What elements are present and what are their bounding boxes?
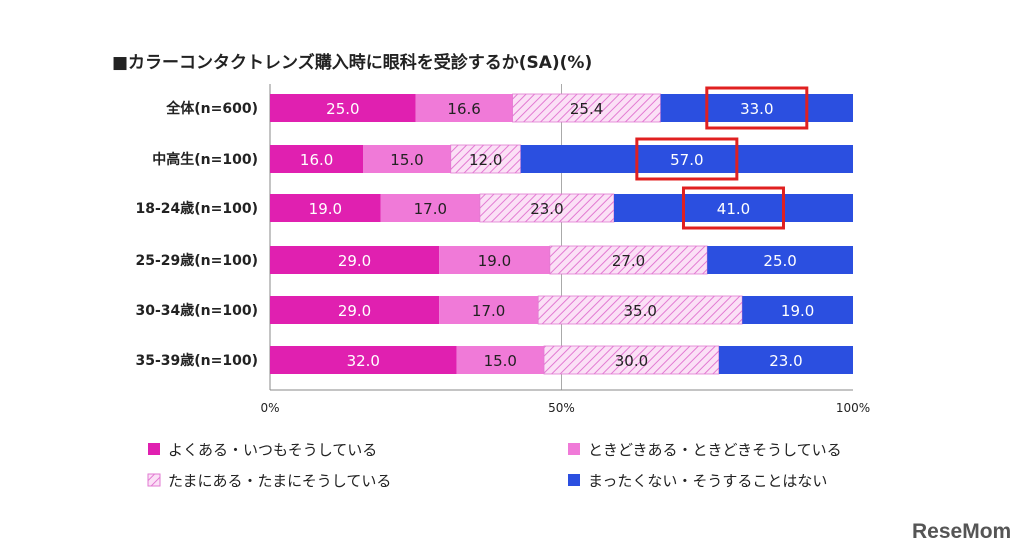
data-label: 19.0 (781, 302, 814, 320)
data-label: 35.0 (624, 302, 657, 320)
bar-segment (363, 145, 451, 173)
x-tick-label: 50% (548, 401, 575, 415)
data-label: 27.0 (612, 252, 645, 270)
category-label: 35-39歳(n=100) (136, 352, 259, 369)
data-label: 16.0 (300, 151, 333, 169)
legend-label: たまにある・たまにそうしている (168, 472, 391, 490)
bar-segment (270, 194, 381, 222)
legend-swatch (568, 443, 580, 455)
bar-segment (660, 94, 853, 122)
legend-swatch (148, 443, 160, 455)
bar-segment (415, 94, 513, 122)
bar-segment (718, 346, 853, 374)
data-label: 32.0 (347, 352, 380, 370)
bar-segment (549, 245, 708, 275)
bar-segment (439, 296, 539, 324)
highlight-box (681, 186, 785, 230)
legend-swatch (568, 474, 580, 486)
data-label: 23.0 (769, 352, 802, 370)
x-axis-ticks: 0% 50% 100% (260, 401, 870, 415)
bar-segment (270, 346, 457, 374)
bar-segment (707, 246, 853, 274)
data-label: 17.0 (472, 302, 505, 320)
bar-segment (742, 296, 853, 324)
legend-label: ときどきある・ときどきそうしている (588, 441, 842, 459)
chart-title: ■カラーコンタクトレンズ購入時に眼科を受診するか(SA)(%) (112, 52, 592, 73)
highlight-boxes (635, 86, 809, 230)
x-tick-label: 100% (836, 401, 870, 415)
category-label: 全体(n=600) (165, 100, 258, 117)
bar-segment (450, 144, 522, 174)
data-label: 25.4 (570, 100, 603, 118)
bars: 25.0 16.6 25.4 33.0 16.0 15.0 12.0 57.0 19.0 17.0… (270, 93, 853, 375)
bar-segment (270, 145, 364, 173)
bar-segment (456, 346, 545, 374)
data-label: 19.0 (309, 200, 342, 218)
category-label: 25-29歳(n=100) (136, 252, 259, 269)
bar-segment (270, 296, 440, 324)
category-labels: 全体(n=600) 中高生(n=100) 18-24歳(n=100) 25-29歳(n… (136, 100, 259, 369)
gridlines (269, 84, 853, 391)
bar-segment (270, 94, 416, 122)
data-label: 25.0 (763, 252, 796, 270)
data-label: 23.0 (530, 200, 563, 218)
bar-segment (613, 194, 853, 222)
data-label: 29.0 (338, 252, 371, 270)
data-label: 19.0 (478, 252, 511, 270)
data-label: 29.0 (338, 302, 371, 320)
bar-segment (380, 194, 480, 222)
data-label: 15.0 (390, 151, 423, 169)
data-label: 41.0 (717, 200, 750, 218)
bar-segment (537, 295, 743, 325)
category-label: 18-24歳(n=100) (136, 200, 259, 217)
data-label: 16.6 (447, 100, 480, 118)
data-label: 15.0 (484, 352, 517, 370)
data-label: 30.0 (615, 352, 648, 370)
watermark-logo: ReseMom (912, 520, 1011, 543)
legend-label: まったくない・そうすることはない (588, 472, 827, 490)
legend: よくある・いつもそうしている ときどきある・ときどきそうしているたまにある・たまに… (147, 441, 842, 490)
bar-segment (512, 93, 662, 123)
data-label: 12.0 (469, 151, 502, 169)
data-label: 17.0 (414, 200, 447, 218)
data-label: 33.0 (740, 100, 773, 118)
bar-segment (270, 246, 440, 274)
highlight-box (635, 137, 739, 181)
bar-segment (479, 193, 615, 223)
bar-segment (520, 145, 853, 173)
category-label: 中高生(n=100) (152, 151, 258, 168)
data-label: 57.0 (670, 151, 703, 169)
legend-label: よくある・いつもそうしている (168, 441, 377, 459)
highlight-box (705, 86, 809, 130)
data-label: 25.0 (326, 100, 359, 118)
bar-segment (543, 345, 720, 375)
watermark-text: ReseMom (912, 520, 1011, 543)
legend-swatch (147, 473, 161, 487)
bar-segment (439, 246, 550, 274)
category-label: 30-34歳(n=100) (136, 302, 259, 319)
x-tick-label: 0% (260, 401, 279, 415)
